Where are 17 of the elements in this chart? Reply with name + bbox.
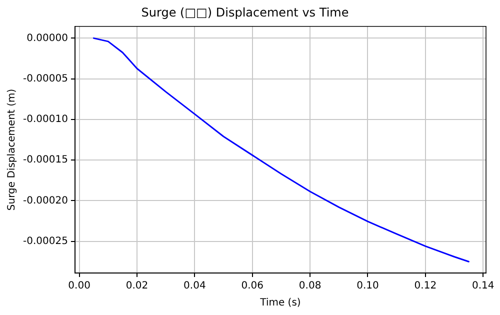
x-tick-label: 0.02 [126,280,148,292]
y-axis-title: Surge Displacement (m) [6,88,18,211]
x-tick-label: 0.08 [298,280,322,292]
y-tick-label: -0.00025 [22,236,68,247]
y-tick-label: -0.00015 [22,154,68,166]
x-tick-label: 0.14 [472,280,494,292]
y-tick-label: 0.00000 [26,32,68,44]
y-tick-label: -0.00005 [22,73,68,84]
x-tick-label: 0.06 [241,280,264,292]
chart-title: Surge (□□) Displacement vs Time [141,5,349,20]
x-tick-label: 0.00 [68,280,90,292]
y-tick-label: -0.00010 [22,114,68,126]
x-tick-label: 0.04 [184,280,206,292]
x-axis-title: Time (s) [259,298,301,309]
x-tick-label: 0.12 [414,280,437,292]
x-tick-label: 0.10 [356,280,379,292]
y-tick-label: -0.00020 [22,195,68,206]
